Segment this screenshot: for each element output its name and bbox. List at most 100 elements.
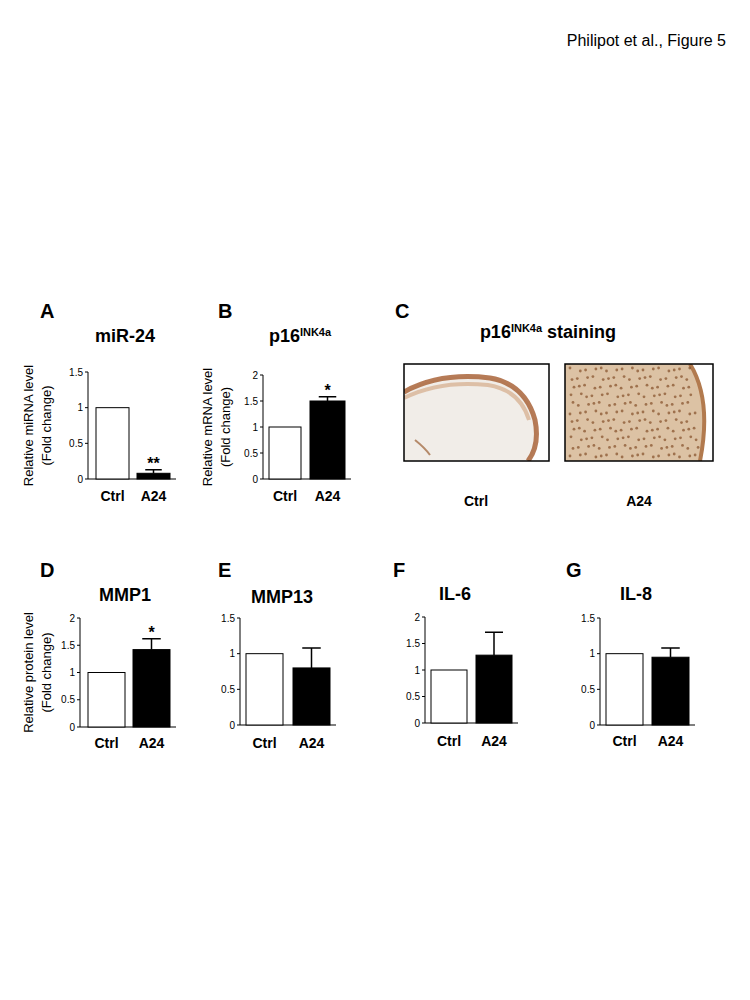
y-tick (85, 407, 88, 408)
y-tick-label: 1 (414, 665, 420, 676)
y-tick-label: 0.5 (69, 438, 83, 449)
x-tick-label: Ctrl (100, 488, 124, 504)
y-tick (77, 645, 80, 646)
error-bar (302, 648, 321, 668)
bar (88, 673, 125, 728)
x-tick-label: Ctrl (94, 735, 118, 751)
bar (431, 670, 467, 723)
y-axis (600, 618, 601, 725)
y-axis-label: Relative protein level (21, 612, 36, 733)
x-tick-label: A24 (481, 733, 507, 749)
significance-mark: ** (147, 455, 160, 472)
plot-area (269, 397, 345, 479)
panel-letter: E (218, 559, 231, 581)
y-tick-label: 0 (77, 474, 83, 485)
y-tick (85, 443, 88, 444)
significance-mark: * (324, 382, 331, 399)
y-tick-label: 1.5 (221, 613, 235, 624)
x-tick-label: A24 (658, 733, 684, 749)
y-tick (260, 453, 263, 454)
y-tick (597, 725, 600, 726)
bar-chart: Bp16INK4a Relative mRNA level(Fold change… (200, 300, 351, 504)
chart-title: MMP13 (251, 587, 313, 607)
y-tick-label: 1 (589, 648, 595, 659)
y-tick-label: 2 (252, 370, 258, 381)
panel-letter: D (40, 559, 54, 581)
staining-image (565, 364, 713, 461)
y-tick-label: 1 (229, 648, 235, 659)
bar-chart: DMMP1Relative protein level(Fold change)… (21, 559, 176, 751)
y-tick (85, 479, 88, 480)
y-axis-label: Relative miRNA level (21, 365, 36, 486)
y-tick-label: 0.5 (244, 448, 258, 459)
plot-area (88, 639, 170, 727)
panel-letter: B (218, 300, 232, 322)
image-label: A24 (626, 493, 652, 509)
title-superscript: INK4a (511, 322, 543, 334)
plot-area (96, 408, 170, 479)
y-tick-label: 2 (69, 613, 75, 624)
image-label: Ctrl (464, 493, 488, 509)
bar (133, 650, 170, 727)
bar-chart: EMMP1300.511.5CtrlA24 (218, 559, 336, 751)
x-tick-label: A24 (141, 488, 167, 504)
y-tick (237, 653, 240, 654)
y-axis (88, 372, 89, 479)
chart-title: IL-8 (620, 584, 652, 604)
panel-letter: A (40, 300, 54, 322)
plot-area (431, 632, 512, 723)
plot-area (246, 648, 330, 725)
bar (96, 408, 129, 479)
y-tick (422, 723, 425, 724)
y-tick (260, 401, 263, 402)
bar (606, 654, 643, 725)
y-tick (422, 617, 425, 618)
x-tick-label: Ctrl (612, 733, 636, 749)
y-tick-label: 1.5 (69, 367, 83, 378)
bar (293, 668, 330, 725)
y-axis-label: (Fold change) (218, 387, 233, 467)
y-tick (597, 689, 600, 690)
y-tick (422, 670, 425, 671)
plot-area (606, 648, 689, 725)
x-tick-label: Ctrl (273, 488, 297, 504)
y-axis-label: Relative mRNA level (200, 368, 215, 487)
staining-image (404, 364, 549, 461)
significance-mark: * (148, 624, 155, 641)
y-tick (85, 372, 88, 373)
y-tick-label: 1 (69, 667, 75, 678)
y-tick (77, 727, 80, 728)
figure-header: Philipot et al., Figure 5 (567, 32, 726, 49)
y-tick-label: 0.5 (581, 684, 595, 695)
title-superscript: INK4a (300, 326, 332, 338)
panel-title: p16INK4a staining (480, 322, 616, 342)
y-tick-label: 1.5 (581, 613, 595, 624)
error-bar (485, 632, 503, 655)
y-tick (260, 427, 263, 428)
bar (476, 655, 512, 723)
y-tick-label: 0 (252, 474, 258, 485)
background (0, 0, 750, 1000)
y-tick (237, 618, 240, 619)
y-tick (260, 375, 263, 376)
y-tick (77, 699, 80, 700)
bar-chart: AmiR-24Relative miRNA level(Fold change)… (21, 300, 176, 504)
bar (246, 654, 283, 725)
y-tick (422, 696, 425, 697)
y-tick (237, 725, 240, 726)
error-bar (661, 648, 680, 657)
chart-title: MMP1 (99, 585, 151, 605)
x-tick-label: A24 (315, 488, 341, 504)
y-tick-label: 1 (77, 402, 83, 413)
y-tick (597, 653, 600, 654)
panel-letter: G (566, 559, 582, 581)
bar-chart: FIL-600.511.52CtrlA24 (393, 559, 518, 749)
x-tick-label: A24 (299, 735, 325, 751)
title-suffix: staining (542, 322, 616, 342)
y-tick (597, 618, 600, 619)
y-tick-label: 0.5 (221, 684, 235, 695)
y-tick-label: 2 (414, 612, 420, 623)
chart-title: IL-6 (439, 584, 471, 604)
figure: Philipot et al., Figure 5 AmiR-24Relative… (0, 0, 750, 1000)
chart-title: p16INK4a (269, 326, 332, 346)
